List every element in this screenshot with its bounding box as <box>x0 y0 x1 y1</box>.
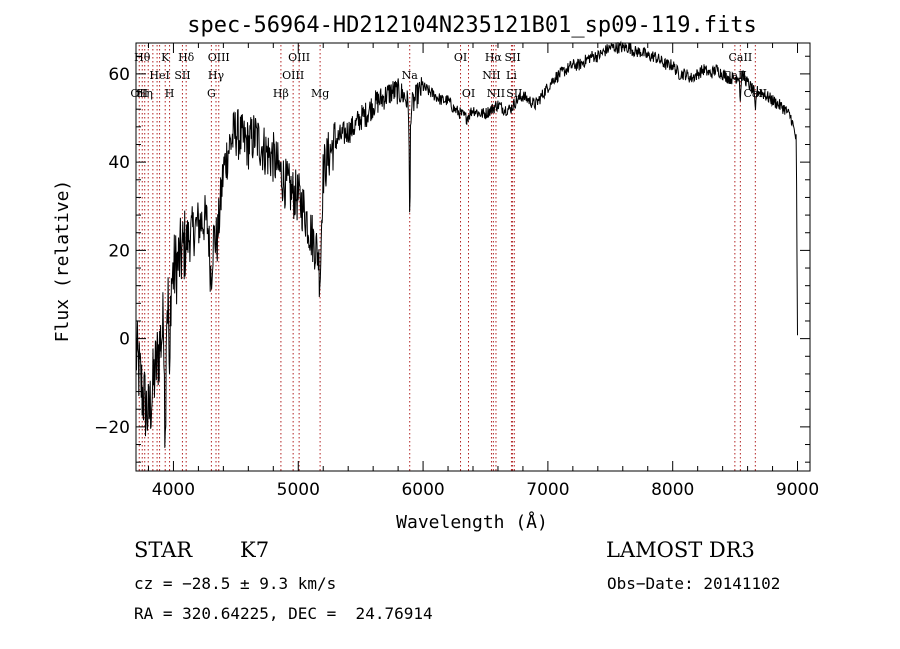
line-label-7: K <box>161 51 170 64</box>
y-tick-label: −20 <box>94 418 130 438</box>
line-label-9: SII <box>174 69 190 82</box>
coordinates: RA = 320.64225, DEC = 24.76914 <box>134 604 433 623</box>
spectral-line-labels: OII Hθ Hη HeI K H SII Hδ G Hγ OIII Hβ OIII OIII Mg Na OI… <box>130 51 767 100</box>
y-axis-ticks: −20 0 20 40 60 <box>94 55 810 463</box>
x-tick-label: 8000 <box>651 480 694 500</box>
line-label-8: H <box>165 87 175 100</box>
line-label-21: NII <box>482 69 500 82</box>
y-tick-label: 60 <box>108 65 130 85</box>
line-label-18: Na <box>402 69 419 82</box>
x-tick-label: 5000 <box>277 480 320 500</box>
line-label-13: OIII <box>208 51 230 64</box>
x-tick-label: 7000 <box>526 480 569 500</box>
line-label-16: OIII <box>288 51 310 64</box>
line-label-20: OI <box>462 87 475 100</box>
x-axis-ticks: 4000 5000 6000 7000 8000 9000 <box>147 43 819 500</box>
line-label-15: OIII <box>282 69 304 82</box>
line-label-0: OII <box>130 87 148 100</box>
line-label-10: Hδ <box>178 51 195 64</box>
line-label-6: HeI <box>149 69 169 82</box>
redshift-cz: cz = −28.5 ± 9.3 km/s <box>134 574 337 593</box>
line-label-19: OI <box>454 51 467 64</box>
spectrum-line <box>135 40 798 448</box>
chart-title: spec-56964-HD212104N235121B01_sp09-119.f… <box>187 13 757 38</box>
spectrum-layer <box>135 40 798 448</box>
plot-frame <box>135 42 811 472</box>
line-label-24: Li <box>506 69 517 82</box>
spectral-line-markers <box>138 45 756 471</box>
observation-date: Obs−Date: 20141102 <box>607 574 781 593</box>
line-label-2: Hη <box>137 87 153 100</box>
line-label-25: SII <box>504 51 520 64</box>
spectral-subclass: K7 <box>240 538 270 562</box>
line-label-12: Hγ <box>208 69 225 82</box>
line-label-11: G <box>207 87 216 100</box>
object-class: STAR <box>134 538 193 562</box>
line-label-17: Mg <box>311 87 329 100</box>
x-tick-label: 4000 <box>152 480 195 500</box>
y-axis-label: Flux (relative) <box>52 180 73 343</box>
line-label-14: Hβ <box>273 87 289 100</box>
line-label-23: NII <box>487 87 505 100</box>
y-tick-label: 0 <box>119 330 130 350</box>
y-tick-label: 40 <box>108 153 130 173</box>
x-tick-label: 6000 <box>401 480 444 500</box>
y-tick-label: 20 <box>108 241 130 261</box>
x-axis-label: Wavelength (Å) <box>396 511 548 533</box>
line-label-28: CaII <box>729 51 753 64</box>
x-tick-label: 9000 <box>776 480 819 500</box>
survey-name: LAMOST DR3 <box>606 538 755 562</box>
line-label-1: Hθ <box>134 51 151 64</box>
line-label-22: Hα <box>485 51 503 64</box>
